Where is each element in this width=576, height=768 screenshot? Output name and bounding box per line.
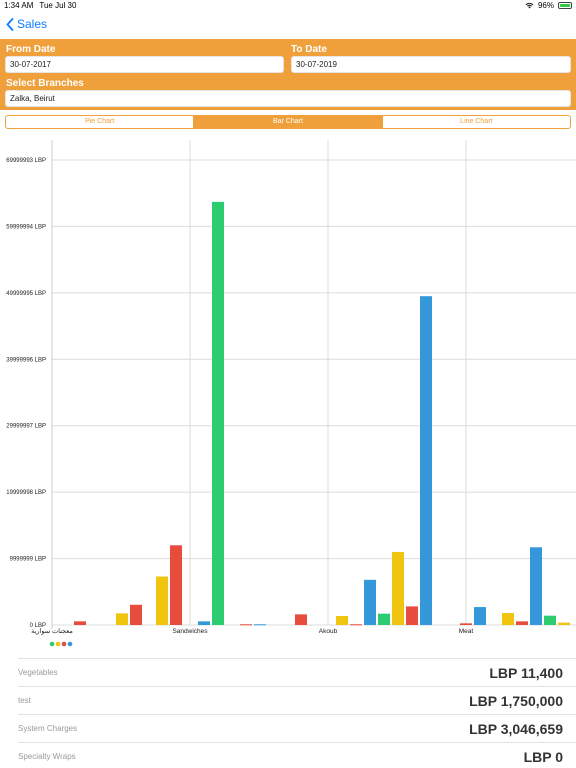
y-tick-label: 59999994 LBP [6,224,46,230]
chart-bar [295,614,307,625]
from-date-field[interactable]: 30-07-2017 [5,56,284,73]
navigation-bar: Sales [0,14,576,38]
chart-bar [212,201,224,625]
list-item[interactable]: Vegetables LBP 11,400 [18,658,576,686]
back-label: Sales [17,17,48,31]
y-tick-label: 29999997 LBP [6,424,46,430]
y-tick-label: 19999998 LBP [6,490,46,496]
chart-bar [558,622,570,625]
list-item-value: LBP 11,400 [489,665,563,681]
sales-list: Vegetables LBP 11,400 test LBP 1,750,000… [18,658,576,768]
chevron-left-icon [6,17,14,31]
chart-bar [336,616,348,625]
list-item[interactable]: System Charges LBP 3,046,659 [18,714,576,742]
chart-bar [130,604,142,625]
bar-chart: 0 LBP 9999999 LBP 19999998 LBP 29999997 LBP… [0,134,576,654]
chart-bar [350,624,362,626]
branches-field[interactable]: Zalka, Beirut [5,90,571,107]
tab-line-chart[interactable]: Line Chart [381,116,570,128]
chart-bar [516,621,528,625]
branches-label: Select Branches [6,78,84,89]
list-item-value: LBP 1,750,000 [469,693,563,709]
list-item-value: LBP 3,046,659 [469,721,563,737]
chart-bar [406,606,418,625]
back-button[interactable]: Sales [6,17,47,31]
list-item-label: Specialty Wraps [18,752,76,761]
list-item-label: System Charges [18,724,78,733]
legend-dot [61,641,67,647]
x-tick-label: Akoub [319,628,338,635]
y-tick-label: 9999999 LBP [10,557,46,563]
list-item-label: test [18,696,31,705]
tab-pie-chart[interactable]: Pie Chart [85,118,115,125]
chart-bar [530,547,542,625]
legend-dot [67,641,73,647]
chart-bar [420,296,432,625]
chart-bar [116,613,128,625]
chart-bar [474,607,486,625]
chart-bar [240,624,252,626]
wifi-icon [525,2,534,9]
chart-bar [74,621,86,625]
list-item[interactable]: Specialty Wraps LBP 0 [18,742,576,768]
chart-bar [544,615,556,625]
tab-bar-chart[interactable]: Bar Chart [193,116,382,128]
to-date-field[interactable]: 30-07-2019 [291,56,571,73]
status-time: 1:34 AM [4,1,34,10]
chart-bar [156,576,168,625]
x-tick-label: Meat [459,628,474,635]
status-bar: 1:34 AM Tue Jul 30 96% [0,0,576,12]
list-item[interactable]: test LBP 1,750,000 [18,686,576,714]
chart-bar [170,545,182,625]
battery-icon [558,2,572,9]
chart-bar [198,621,210,625]
y-tick-label: 0 LBP [30,623,46,629]
x-tick-label: معجنات سوارية [31,627,73,635]
bar-chart-svg: 0 LBP 9999999 LBP 19999998 LBP 29999997 LBP… [6,140,576,647]
chart-type-segmented-control: Pie Chart Bar Chart Line Chart [5,115,571,129]
status-date: Tue Jul 30 [39,1,77,10]
chart-bar [364,579,376,625]
battery-percent: 96% [537,1,554,10]
to-date-label: To Date [291,44,327,55]
from-date-label: From Date [6,44,56,55]
chart-bar [502,613,514,625]
list-item-value: LBP 0 [523,749,563,765]
y-tick-label: 49999995 LBP [6,291,46,297]
chart-bar [392,551,404,625]
legend-dot [55,641,61,647]
chart-bar [460,623,472,625]
y-tick-label: 69999993 LBP [6,158,46,164]
x-tick-label: Sandwiches [172,628,208,635]
filter-panel: From Date 30-07-2017 To Date 30-07-2019 … [0,39,576,110]
legend-dot [49,641,55,647]
chart-bar [378,613,390,625]
chart-bar [254,624,266,626]
list-item-label: Vegetables [18,668,58,677]
y-tick-label: 39999996 LBP [6,357,46,363]
